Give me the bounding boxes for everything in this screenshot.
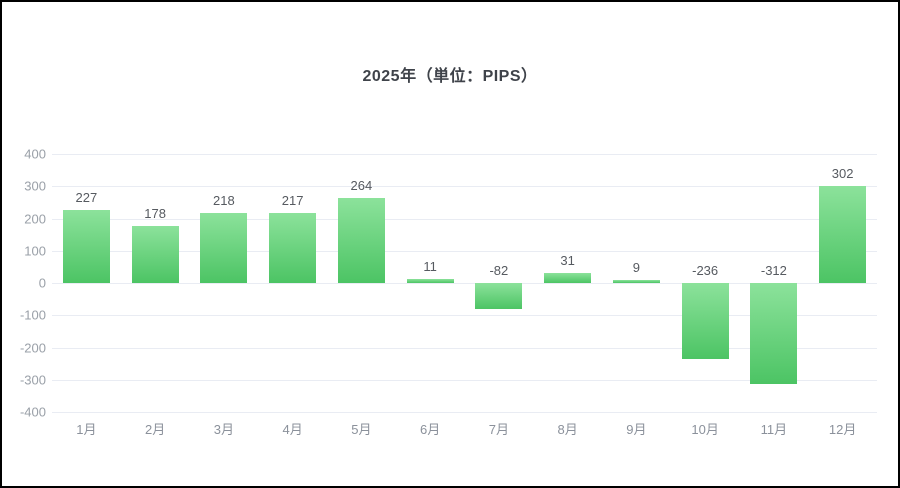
bar-value-label: -82 (489, 263, 509, 278)
gridline-0 (52, 283, 877, 284)
bar-value-label: 31 (560, 253, 575, 268)
gridline-300 (52, 186, 877, 188)
x-axis-label-1月: 1月 (76, 422, 97, 437)
x-axis-label-8月: 8月 (557, 422, 578, 437)
x-axis-label-9月: 9月 (626, 422, 647, 437)
bar-4月[interactable] (269, 213, 317, 283)
x-axis-label-7月: 7月 (488, 422, 509, 437)
bar-9月[interactable] (612, 280, 660, 283)
bar-value-label: -312 (760, 263, 787, 278)
y-axis-label: 400 (24, 146, 46, 162)
y-axis-label: 300 (24, 178, 46, 194)
bar-6月[interactable] (406, 279, 454, 283)
x-axis-label-10月: 10月 (691, 422, 719, 437)
bar-value-label: 217 (281, 193, 304, 209)
x-axis-label-11月: 11月 (760, 422, 788, 437)
gridline--200 (52, 347, 877, 349)
gridline-100 (52, 250, 877, 252)
x-axis-label-2月: 2月 (145, 422, 166, 437)
bar-value-label: 264 (350, 177, 373, 193)
bar-value-label: 9 (632, 260, 640, 276)
bar-1月[interactable] (62, 209, 110, 283)
bar-value-label: 218 (213, 192, 235, 208)
gridline--300 (52, 379, 877, 381)
bar-value-label: 227 (75, 189, 98, 205)
bar-12月[interactable] (819, 185, 867, 283)
y-axis-label: -300 (19, 372, 46, 388)
x-axis-label-4月: 4月 (282, 422, 303, 437)
y-axis-label: -200 (19, 340, 46, 355)
x-axis-label-5月: 5月 (351, 422, 372, 437)
gridline-200 (52, 218, 877, 220)
y-axis-label: -100 (19, 307, 46, 323)
bar-value-label: 178 (144, 205, 166, 221)
bar-value-label: 302 (831, 165, 854, 181)
x-axis-label-12月: 12月 (828, 422, 857, 437)
y-axis-label: 200 (24, 211, 46, 226)
bar-value-label: -236 (692, 263, 719, 278)
y-axis-label: 0 (38, 275, 46, 291)
gridline--100 (52, 315, 877, 317)
chart-title: 2025年（単位：PIPS） (362, 68, 538, 85)
x-axis-label-6月: 6月 (420, 422, 441, 437)
x-axis-label-3月: 3月 (213, 422, 234, 437)
gridline--400 (52, 412, 877, 413)
gridline-400 (52, 154, 877, 155)
bar-7月[interactable] (475, 283, 523, 310)
y-axis-label: 100 (24, 243, 46, 259)
bar-3月[interactable] (200, 212, 248, 283)
bar-10月[interactable] (681, 283, 729, 360)
bar-5月[interactable] (337, 197, 385, 283)
bar-2月[interactable] (131, 225, 179, 283)
bar-value-label: 11 (423, 259, 437, 275)
bar-11月[interactable] (750, 283, 798, 384)
y-axis-label: -400 (19, 404, 46, 420)
bar-8月[interactable] (544, 273, 592, 283)
